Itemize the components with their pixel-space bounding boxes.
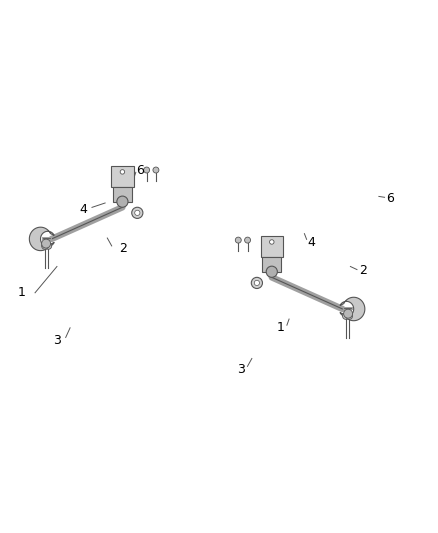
Polygon shape — [111, 166, 134, 187]
Text: 4: 4 — [307, 236, 315, 249]
Circle shape — [135, 210, 140, 215]
Polygon shape — [262, 257, 281, 272]
Circle shape — [266, 266, 277, 277]
Circle shape — [254, 280, 259, 286]
Circle shape — [42, 239, 50, 248]
Circle shape — [244, 237, 251, 243]
Circle shape — [346, 313, 353, 319]
Circle shape — [343, 313, 349, 319]
Text: 3: 3 — [237, 363, 245, 376]
Text: 4: 4 — [79, 203, 87, 216]
Text: 6: 6 — [386, 192, 394, 205]
Text: 1: 1 — [276, 321, 284, 334]
Polygon shape — [261, 237, 283, 257]
Circle shape — [120, 169, 125, 174]
Circle shape — [144, 167, 150, 173]
Text: 2: 2 — [119, 243, 127, 255]
Circle shape — [45, 243, 52, 249]
Text: 3: 3 — [53, 335, 61, 348]
Circle shape — [344, 309, 353, 318]
Circle shape — [117, 196, 128, 207]
Text: 1: 1 — [18, 286, 26, 300]
Text: 2: 2 — [360, 264, 367, 277]
Text: 6: 6 — [136, 164, 144, 176]
Circle shape — [235, 237, 241, 243]
Circle shape — [251, 277, 262, 288]
Circle shape — [42, 243, 48, 249]
Circle shape — [269, 240, 274, 244]
Polygon shape — [340, 297, 365, 321]
Circle shape — [132, 207, 143, 219]
Polygon shape — [29, 227, 54, 251]
Circle shape — [153, 167, 159, 173]
Polygon shape — [113, 187, 132, 201]
